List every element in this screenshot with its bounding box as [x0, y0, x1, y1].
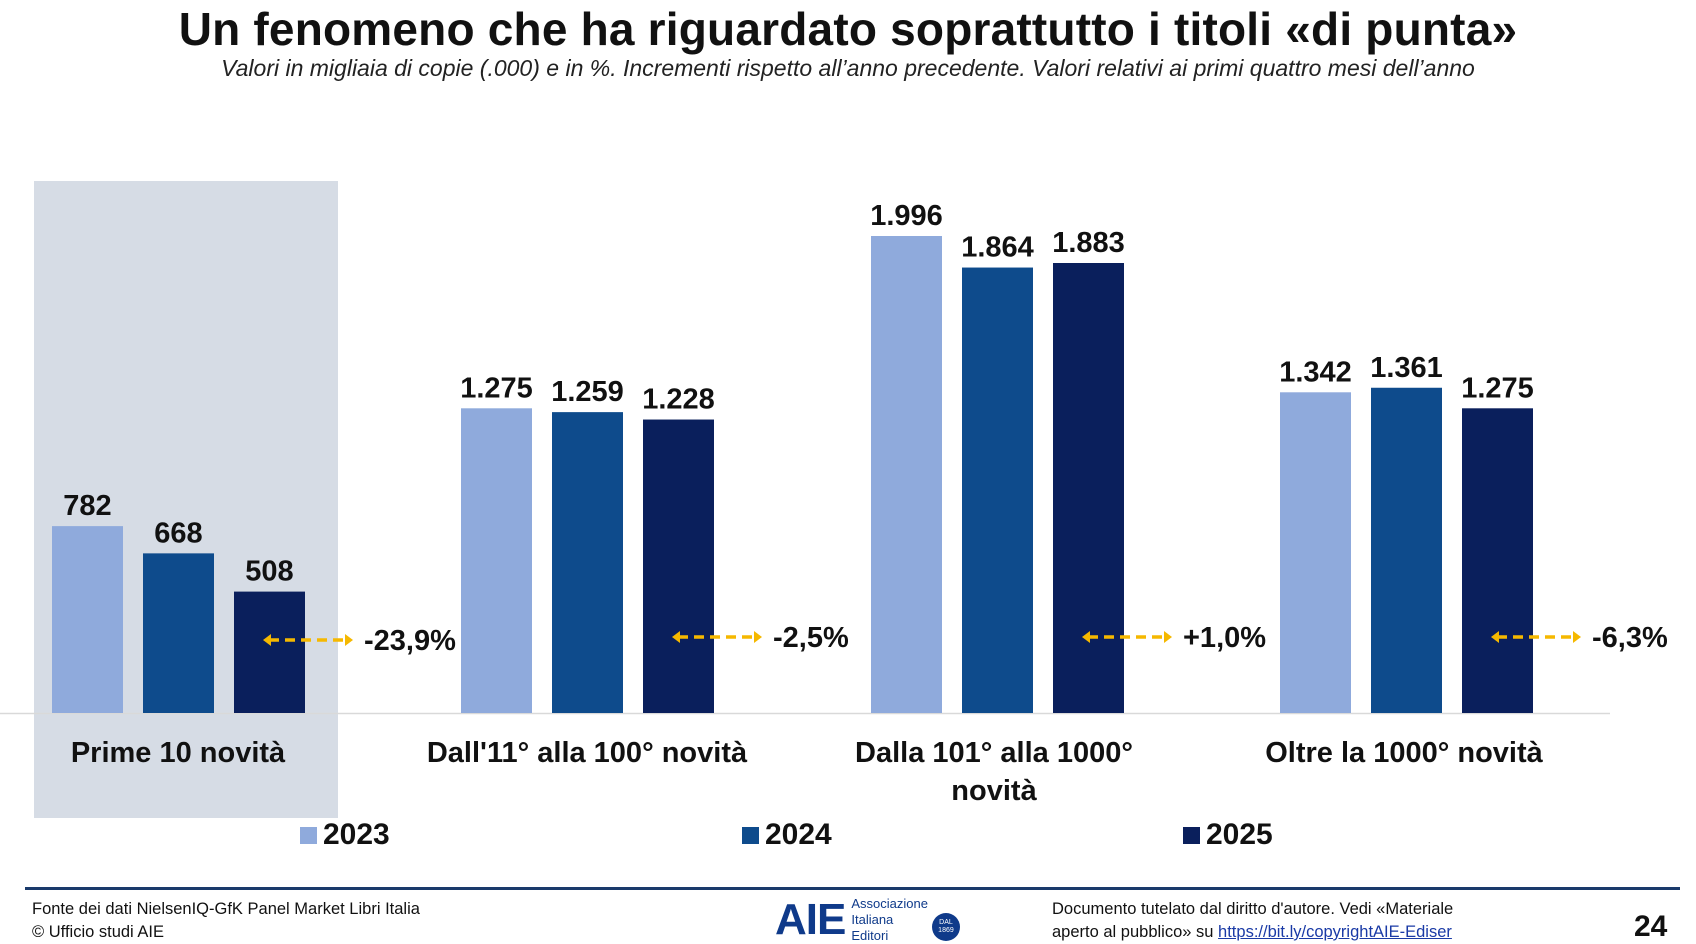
bar-2025-oltre-la-1000-novit: [1462, 408, 1533, 713]
data-label: 508: [245, 556, 293, 588]
change-arrow-head: [345, 634, 353, 646]
change-label: -23,9%: [364, 625, 456, 657]
bar-2024-prime-10-novit: [143, 553, 214, 713]
page-number: 24: [1634, 910, 1668, 943]
legend-swatch-2025: [1183, 826, 1200, 844]
data-label: 1.996: [870, 200, 943, 232]
bar-2023-oltre-la-1000-novit: [1280, 392, 1351, 713]
bar-2023-dall-11-alla-100-novit: [461, 408, 532, 713]
source-text: Fonte dei dati NielsenIQ-GfK Panel Marke…: [32, 900, 420, 918]
legend-label-2023: 2023: [323, 818, 390, 851]
category-label: Prime 10 novità: [71, 737, 286, 769]
legend-label-2024: 2024: [765, 818, 832, 851]
logo-text-line: Associazione: [851, 896, 928, 911]
footer-divider: [25, 887, 1680, 890]
change-arrow-head: [754, 631, 762, 643]
category-label: Dall'11° alla 100° novità: [427, 737, 748, 769]
data-label: 1.275: [1461, 372, 1534, 404]
page-title: Un fenomeno che ha riguardato soprattutt…: [178, 3, 1518, 55]
data-label: 1.864: [961, 232, 1034, 264]
logo-text-line: Editori: [851, 928, 889, 943]
category-label: Oltre la 1000° novità: [1265, 737, 1543, 769]
footer-source: Fonte dei dati NielsenIQ-GfK Panel Marke…: [32, 898, 420, 944]
logo-seal: DAL 1869: [931, 913, 960, 941]
change-label: +1,0%: [1183, 622, 1266, 654]
category-label: novità: [951, 775, 1037, 807]
bar-2023-prime-10-novit: [52, 526, 123, 713]
category-label: Dalla 101° alla 1000°: [855, 737, 1133, 769]
bar-2025-dall-11-alla-100-novit: [643, 419, 714, 713]
legend-item-2025: 2025: [1183, 818, 1273, 852]
change-label: -2,5%: [773, 622, 849, 654]
logo-mark: AIE: [775, 895, 846, 944]
data-label: 668: [154, 517, 202, 549]
data-label: 1.361: [1370, 352, 1443, 384]
change-arrow-head: [1573, 631, 1581, 643]
aie-logo: AIE Associazione Italiana Editori DAL 18…: [775, 896, 960, 944]
legend-swatch-2024: [742, 826, 759, 844]
change-arrow-head: [1082, 631, 1090, 643]
change-arrow-head: [1491, 631, 1499, 643]
data-label: 1.883: [1052, 227, 1125, 259]
change-arrow-head: [672, 631, 680, 643]
data-label: 1.342: [1279, 356, 1352, 388]
data-label: 782: [63, 490, 111, 522]
bar-2025-prime-10-novit: [234, 591, 305, 713]
copyright-office-text: © Ufficio studi AIE: [32, 923, 164, 941]
footer-copyright: Documento tutelato dal diritto d'autore.…: [1052, 898, 1453, 944]
legend-label-2025: 2025: [1206, 818, 1273, 851]
change-label: -6,3%: [1592, 622, 1668, 654]
change-arrow-head: [263, 634, 271, 646]
legend-item-2024: 2024: [742, 818, 832, 852]
change-arrow-head: [1164, 631, 1172, 643]
bar-2025-dalla-101-alla-1000-novit: [1053, 263, 1124, 713]
copyright-notice-line2: aperto al pubblico» su https://bit.ly/co…: [1052, 921, 1453, 944]
legend-swatch-2023: [300, 826, 317, 844]
copyright-link[interactable]: https://bit.ly/copyrightAIE-Ediser: [1218, 923, 1452, 941]
bar-2024-dall-11-alla-100-novit: [552, 412, 623, 713]
data-label: 1.275: [460, 372, 533, 404]
copyright-notice: Documento tutelato dal diritto d'autore.…: [1052, 900, 1454, 918]
bar-2023-dalla-101-alla-1000-novit: [871, 236, 942, 713]
page-subtitle: Valori in migliaia di copie (.000) e in …: [221, 55, 1475, 81]
logo-text-line: Italiana: [851, 912, 894, 927]
legend-item-2023: 2023: [300, 818, 390, 852]
bar-2024-dalla-101-alla-1000-novit: [962, 267, 1033, 713]
logo-text: Associazione Italiana Editori: [851, 896, 928, 944]
copyright-notice-prefix: aperto al pubblico» su: [1052, 923, 1214, 941]
data-label: 1.259: [551, 376, 624, 408]
bar-2024-oltre-la-1000-novit: [1371, 387, 1442, 713]
data-label: 1.228: [642, 384, 715, 416]
